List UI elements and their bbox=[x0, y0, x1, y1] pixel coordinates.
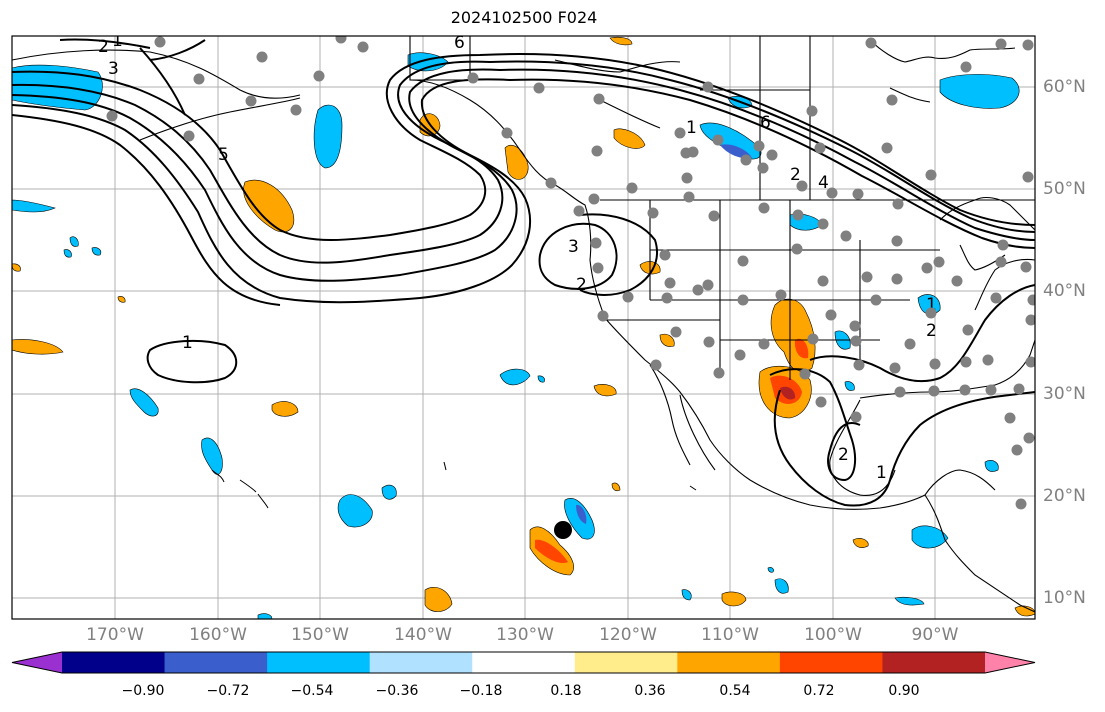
colorbar-segment bbox=[472, 652, 576, 673]
colorbar-segment bbox=[677, 652, 781, 673]
lon-label: 120°W bbox=[599, 625, 657, 645]
colorbar-tick-label: −0.36 bbox=[375, 683, 419, 699]
lat-label: 50°N bbox=[1043, 179, 1086, 199]
colorbar-segment bbox=[62, 652, 166, 673]
negative-anomaly-areas bbox=[12, 52, 1020, 619]
contour-label: 5 bbox=[218, 145, 229, 165]
contour-label: 1 bbox=[182, 333, 193, 353]
lat-label: 20°N bbox=[1043, 486, 1086, 506]
colorbar-segment bbox=[164, 652, 268, 673]
map-frame bbox=[11, 35, 1036, 620]
lat-label: 40°N bbox=[1043, 281, 1086, 301]
colorbar-tick-label: −0.54 bbox=[290, 683, 334, 699]
lat-label: 10°N bbox=[1043, 588, 1086, 608]
colorbar-tick-label: −0.18 bbox=[459, 683, 503, 699]
lon-label: 150°W bbox=[291, 625, 349, 645]
coastlines bbox=[12, 36, 1035, 613]
colorbar-tick-label: −0.72 bbox=[206, 683, 250, 699]
contour-label: 1 bbox=[876, 463, 887, 483]
contour-label: 2 bbox=[790, 165, 801, 185]
colorbar-tick-label: −0.90 bbox=[121, 683, 165, 699]
colorbar-tick-label: 0.36 bbox=[634, 683, 666, 699]
contour-label: 1 bbox=[686, 118, 697, 138]
lon-label: 140°W bbox=[394, 625, 452, 645]
contour-label: 2 bbox=[576, 275, 587, 295]
colorbar-tick-label: 0.54 bbox=[719, 683, 751, 699]
colorbar-segment bbox=[574, 652, 678, 673]
contour-label: 4 bbox=[818, 173, 829, 193]
lon-label: 160°W bbox=[189, 625, 247, 645]
lon-label: 170°W bbox=[86, 625, 144, 645]
lat-label: 30°N bbox=[1043, 384, 1086, 404]
contour-lines bbox=[12, 38, 1035, 507]
lon-label: 110°W bbox=[701, 625, 759, 645]
colorbar-segment bbox=[779, 652, 883, 673]
lat-lon-grid bbox=[12, 36, 1035, 619]
contour-label: 2 bbox=[98, 37, 109, 57]
contour-label: 6 bbox=[760, 113, 771, 133]
colorbar-tick-label: 0.18 bbox=[550, 683, 582, 699]
islands bbox=[211, 461, 697, 509]
colorbar-segment bbox=[882, 652, 986, 673]
contour-label: 2 bbox=[838, 445, 849, 465]
colorbar-tick-label: 0.72 bbox=[803, 683, 835, 699]
contour-label: 1 bbox=[926, 295, 937, 315]
colorbar-segment bbox=[369, 652, 473, 673]
colorbar-outline bbox=[11, 651, 1036, 674]
lat-label: 60°N bbox=[1043, 77, 1086, 97]
lon-label: 90°W bbox=[911, 625, 959, 645]
colorbar-tick-label: 0.90 bbox=[888, 683, 920, 699]
map-area bbox=[12, 36, 1035, 619]
station-dots bbox=[106, 36, 1035, 510]
contour-label: 3 bbox=[108, 59, 119, 79]
contour-label: 6 bbox=[454, 33, 465, 53]
contour-label: 2 bbox=[926, 321, 937, 341]
map-title: 2024102500 F024 bbox=[450, 8, 598, 27]
colorbar-extend-high bbox=[985, 652, 1035, 673]
colorbar-extend-low bbox=[12, 652, 62, 673]
contour-label: 3 bbox=[568, 237, 579, 257]
location-marker bbox=[554, 521, 572, 539]
colorbar-segment bbox=[267, 652, 371, 673]
lon-label: 130°W bbox=[496, 625, 554, 645]
contour-label-group: 1 3 5 6 1 2 1 6 2 4 3 2 1 2 1 2 bbox=[98, 31, 937, 483]
contour-label: 1 bbox=[112, 31, 123, 51]
lon-label: 100°W bbox=[804, 625, 862, 645]
colorbar bbox=[11, 651, 1036, 674]
